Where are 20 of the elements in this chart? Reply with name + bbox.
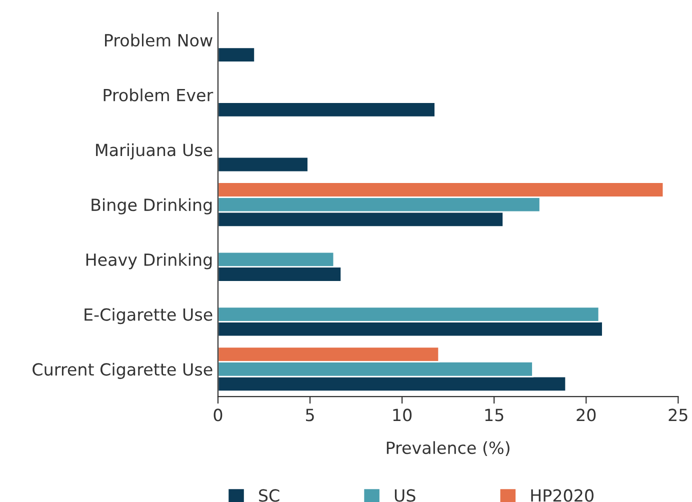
x-tick-label: 0 — [214, 408, 222, 422]
bar — [218, 156, 309, 173]
y-tick-label: Problem Now — [105, 34, 212, 47]
legend-label: SC — [259, 489, 280, 502]
bar — [218, 46, 256, 63]
y-tick-label: E-Cigarette Use — [84, 308, 212, 324]
x-tick-label: 20 — [576, 408, 596, 422]
legend-label: HP2020 — [531, 489, 594, 502]
x-tick-label: 5 — [306, 408, 314, 422]
x-tick-label: 15 — [485, 408, 504, 422]
y-tick-label: Heavy Drinking — [86, 253, 212, 270]
legend-label: US — [394, 489, 416, 502]
y-tick-label: Binge Drinking — [92, 198, 212, 214]
y-tick-label: Problem Ever — [104, 88, 214, 102]
x-tick-label: 25 — [668, 408, 688, 422]
y-tick-label: Marijuana Use — [96, 143, 212, 160]
y-tick-label: Current Cigarette Use — [32, 362, 212, 379]
bar — [218, 102, 436, 118]
x-axis-title: Prevalence (%) — [386, 441, 510, 456]
x-tick-label: 10 — [393, 408, 412, 422]
